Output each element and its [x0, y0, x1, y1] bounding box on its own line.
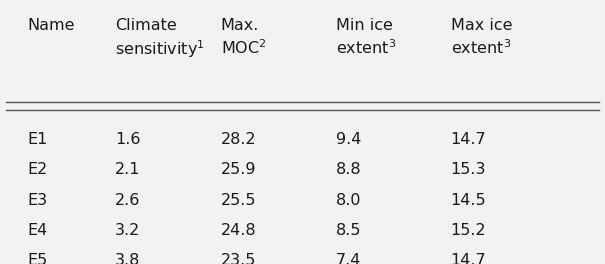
Text: 25.5: 25.5	[221, 193, 257, 208]
Text: 8.5: 8.5	[336, 223, 361, 238]
Text: Max ice
extent$^3$: Max ice extent$^3$	[451, 18, 512, 57]
Text: E4: E4	[27, 223, 47, 238]
Text: 2.6: 2.6	[115, 193, 140, 208]
Text: 25.9: 25.9	[221, 162, 257, 177]
Text: E3: E3	[27, 193, 47, 208]
Text: 3.8: 3.8	[115, 253, 140, 264]
Text: E5: E5	[27, 253, 47, 264]
Text: 7.4: 7.4	[336, 253, 361, 264]
Text: E1: E1	[27, 132, 48, 147]
Text: 8.0: 8.0	[336, 193, 361, 208]
Text: 24.8: 24.8	[221, 223, 257, 238]
Text: Min ice
extent$^3$: Min ice extent$^3$	[336, 18, 396, 57]
Text: 14.7: 14.7	[451, 132, 486, 147]
Text: 23.5: 23.5	[221, 253, 256, 264]
Text: 15.2: 15.2	[451, 223, 486, 238]
Text: 28.2: 28.2	[221, 132, 257, 147]
Text: 1.6: 1.6	[115, 132, 140, 147]
Text: E2: E2	[27, 162, 47, 177]
Text: 3.2: 3.2	[115, 223, 140, 238]
Text: Name: Name	[27, 18, 75, 34]
Text: 14.5: 14.5	[451, 193, 486, 208]
Text: 8.8: 8.8	[336, 162, 361, 177]
Text: Climate
sensitivity$^1$: Climate sensitivity$^1$	[115, 18, 204, 60]
Text: Max.
MOC$^2$: Max. MOC$^2$	[221, 18, 267, 57]
Text: 2.1: 2.1	[115, 162, 140, 177]
Text: 9.4: 9.4	[336, 132, 361, 147]
Text: 14.7: 14.7	[451, 253, 486, 264]
Text: 15.3: 15.3	[451, 162, 486, 177]
